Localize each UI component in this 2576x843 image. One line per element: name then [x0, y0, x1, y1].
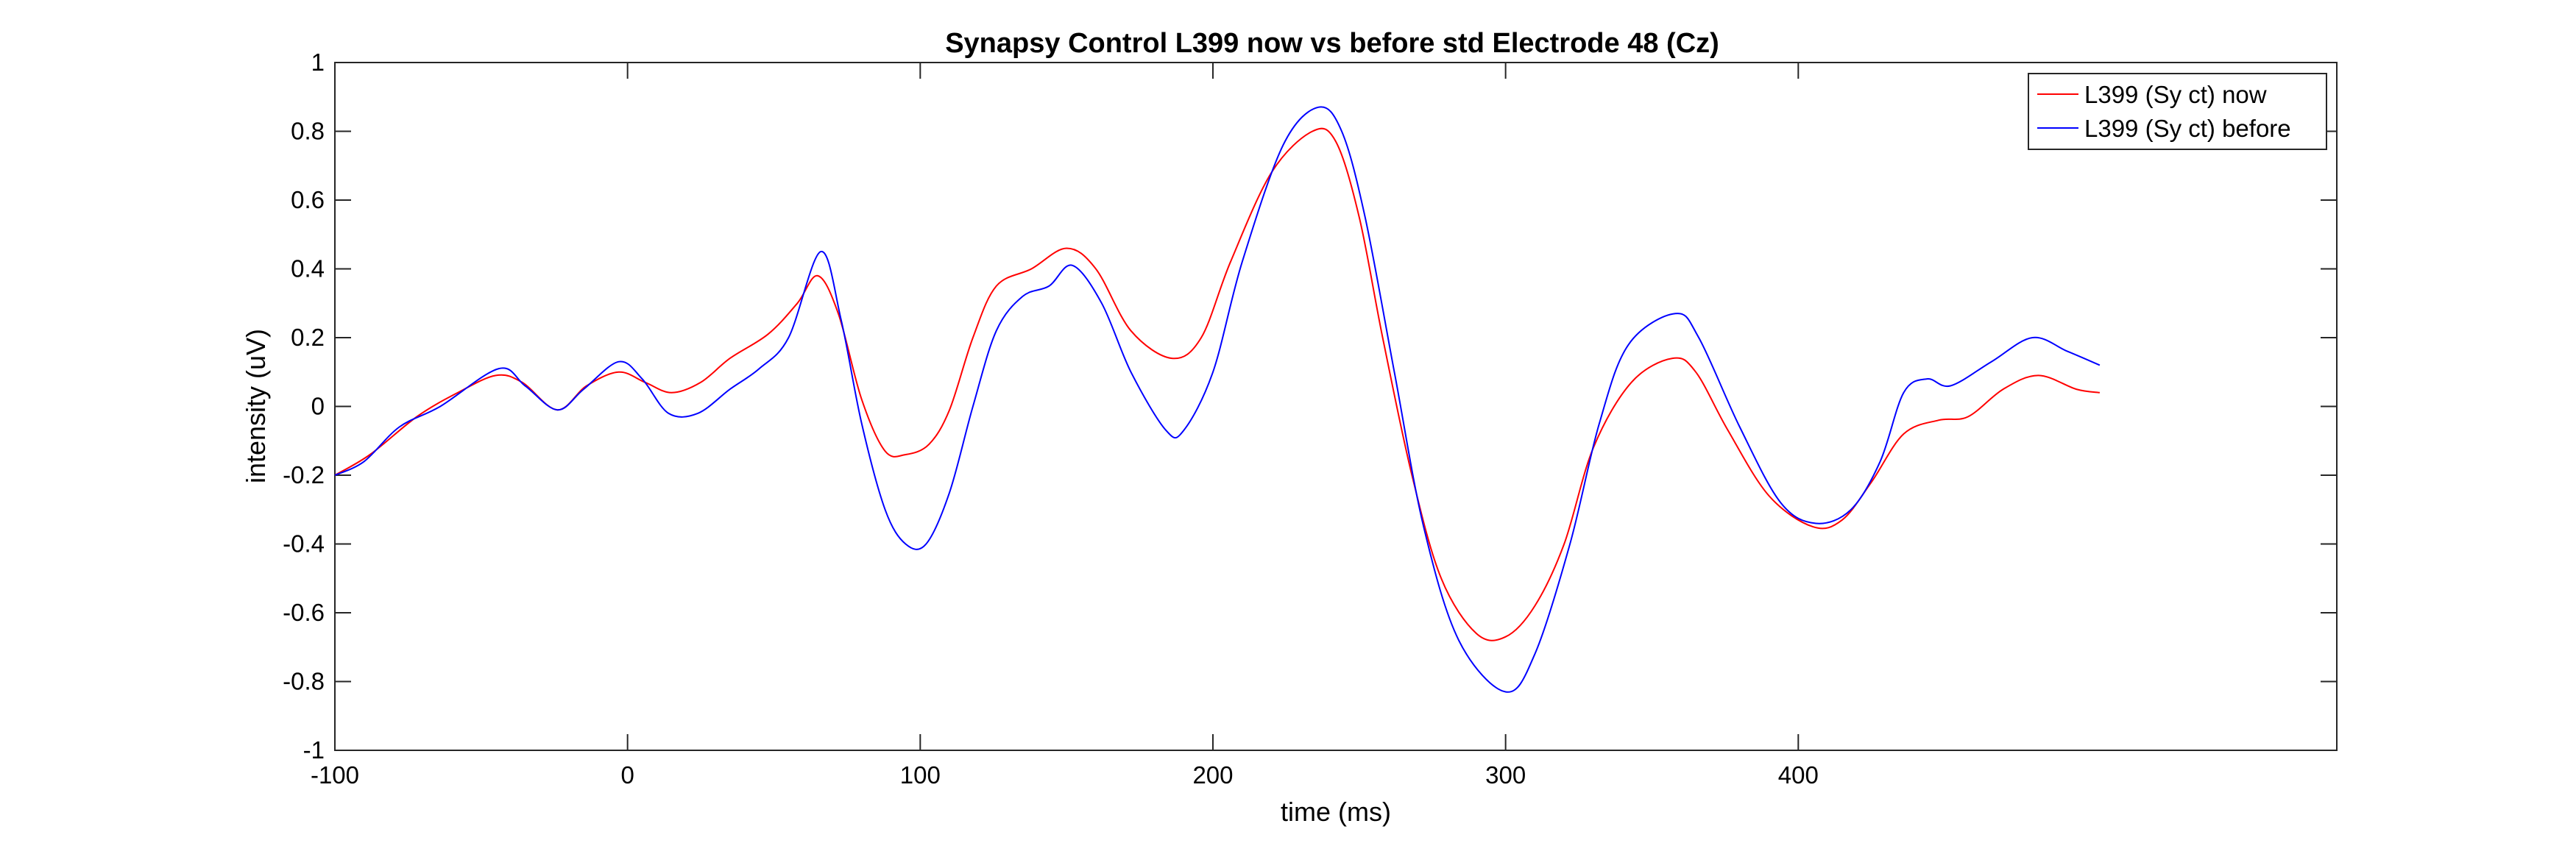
y-tick-label: 0	[311, 393, 325, 420]
legend-label-before: L399 (Sy ct) before	[2084, 115, 2291, 142]
x-tick-label: 100	[900, 761, 941, 789]
series-line-before	[334, 106, 2101, 693]
x-tick-label: 200	[1192, 761, 1233, 789]
x-tick-label: 300	[1485, 761, 1526, 789]
axis-ticks: -100 0 100 200 300 400 -1 -0.8 -0.6 -0.4 -0.2 0 0.2 0…	[283, 49, 2337, 789]
y-tick-label: -0.8	[283, 668, 325, 695]
y-tick-label: 0.2	[291, 324, 325, 351]
y-tick-label: 0.4	[291, 255, 325, 282]
y-tick-label: -0.6	[283, 599, 325, 626]
plot-area	[334, 62, 2338, 751]
series-lines	[334, 106, 2101, 693]
y-tick-label: 0.6	[291, 186, 325, 213]
y-tick-label: -1	[303, 736, 325, 764]
x-tick-label: 0	[620, 761, 634, 789]
y-tick-label: -0.2	[283, 461, 325, 488]
x-axis-label: time (ms)	[1281, 797, 1391, 827]
series-line-now	[334, 127, 2101, 641]
x-tick-label: 400	[1778, 761, 1819, 789]
y-tick-label: 1	[311, 49, 325, 76]
y-tick-label: -0.4	[283, 530, 325, 558]
y-axis-label: intensity (uV)	[241, 329, 271, 483]
y-tick-label: 0.8	[291, 118, 325, 145]
legend-label-now: L399 (Sy ct) now	[2084, 81, 2267, 108]
x-tick-label: -100	[311, 761, 359, 789]
legend: L399 (Sy ct) now L399 (Sy ct) before	[2028, 73, 2327, 150]
chart-title: Synapsy Control L399 now vs before std E…	[945, 28, 1719, 59]
legend-box	[2028, 73, 2327, 150]
